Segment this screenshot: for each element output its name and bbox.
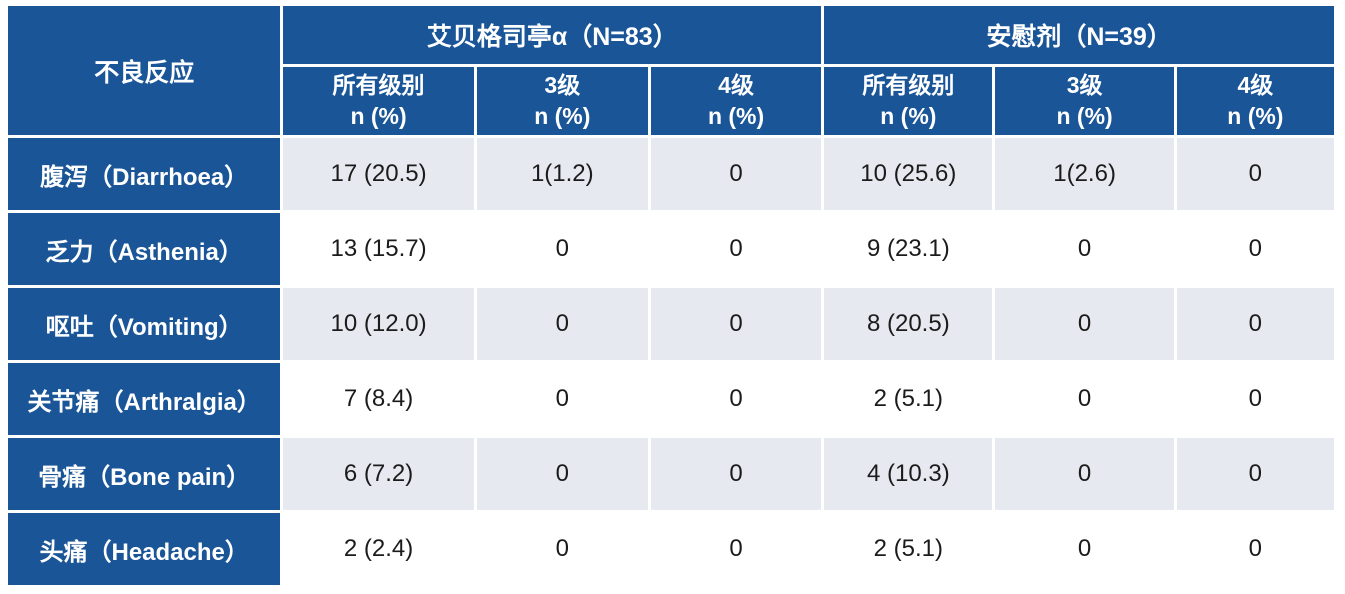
data-cell: 0 [650, 438, 822, 510]
data-cell: 0 [1176, 438, 1334, 510]
data-cell: 0 [995, 513, 1174, 585]
subheader-unit: n (%) [1056, 103, 1113, 129]
subheader-drug-all-grades: 所有级别 n (%) [283, 67, 474, 135]
subheader-label: 3级 [1066, 71, 1103, 98]
row-label: 腹泻（Diarrhoea） [8, 138, 281, 210]
table-row-diarrhoea: 腹泻（Diarrhoea） 17 (20.5) 1(1.2) 0 10 (25.… [8, 138, 1334, 210]
group-header-drug: 艾贝格司亭α（N=83） [283, 6, 822, 64]
table-row-bone-pain: 骨痛（Bone pain） 6 (7.2) 0 0 4 (10.3) 0 0 [8, 438, 1334, 510]
data-cell: 0 [650, 288, 822, 360]
subheader-label: 4级 [718, 71, 754, 98]
data-cell: 0 [650, 138, 822, 210]
data-cell: 0 [476, 213, 648, 285]
subheader-placebo-all-grades: 所有级别 n (%) [824, 67, 993, 135]
data-cell: 4 (10.3) [824, 438, 993, 510]
data-cell: 0 [1176, 213, 1334, 285]
subheader-unit: n (%) [350, 103, 407, 129]
data-cell: 9 (23.1) [824, 213, 993, 285]
data-cell: 2 (2.4) [283, 513, 474, 585]
data-cell: 0 [995, 438, 1174, 510]
data-cell: 0 [995, 288, 1174, 360]
data-cell: 0 [650, 363, 822, 435]
data-cell: 0 [995, 213, 1174, 285]
data-cell: 8 (20.5) [824, 288, 993, 360]
table-row-asthenia: 乏力（Asthenia） 13 (15.7) 0 0 9 (23.1) 0 0 [8, 213, 1334, 285]
data-cell: 10 (25.6) [824, 138, 993, 210]
data-cell: 2 (5.1) [824, 513, 993, 585]
subheader-label: 3级 [544, 71, 581, 98]
subheader-unit: n (%) [1227, 103, 1284, 129]
row-label: 乏力（Asthenia） [8, 213, 281, 285]
table-row-vomiting: 呕吐（Vomiting） 10 (12.0) 0 0 8 (20.5) 0 0 [8, 288, 1334, 360]
data-cell: 0 [1176, 513, 1334, 585]
data-cell: 13 (15.7) [283, 213, 474, 285]
data-cell: 1(2.6) [995, 138, 1174, 210]
data-cell: 1(1.2) [476, 138, 648, 210]
data-cell: 0 [650, 213, 822, 285]
group-header-placebo: 安慰剂（N=39） [824, 6, 1334, 64]
subheader-placebo-grade4: 4级 n (%) [1176, 67, 1334, 135]
data-cell: 0 [476, 513, 648, 585]
data-cell: 0 [476, 438, 648, 510]
data-cell: 17 (20.5) [283, 138, 474, 210]
data-cell: 6 (7.2) [283, 438, 474, 510]
data-cell: 0 [1176, 363, 1334, 435]
data-cell: 0 [650, 513, 822, 585]
row-label: 关节痛（Arthralgia） [8, 363, 281, 435]
data-cell: 0 [476, 288, 648, 360]
data-cell: 10 (12.0) [283, 288, 474, 360]
corner-header-adverse-reaction: 不良反应 [8, 6, 281, 135]
row-label: 呕吐（Vomiting） [8, 288, 281, 360]
row-label: 头痛（Headache） [8, 513, 281, 585]
data-cell: 2 (5.1) [824, 363, 993, 435]
data-cell: 7 (8.4) [283, 363, 474, 435]
subheader-drug-grade4: 4级 n (%) [650, 67, 822, 135]
adverse-reactions-table: 不良反应 艾贝格司亭α（N=83） 安慰剂（N=39） 所有级别 n (%) 3… [5, 3, 1337, 588]
data-cell: 0 [1176, 288, 1334, 360]
subheader-unit: n (%) [880, 103, 937, 129]
data-cell: 0 [995, 363, 1174, 435]
data-cell: 0 [476, 363, 648, 435]
row-label: 骨痛（Bone pain） [8, 438, 281, 510]
subheader-label: 4级 [1237, 71, 1274, 98]
subheader-label: 所有级别 [332, 71, 425, 98]
subheader-unit: n (%) [534, 103, 591, 129]
subheader-placebo-grade3: 3级 n (%) [995, 67, 1174, 135]
subheader-label: 所有级别 [862, 71, 955, 98]
subheader-unit: n (%) [707, 103, 765, 129]
table-row-arthralgia: 关节痛（Arthralgia） 7 (8.4) 0 0 2 (5.1) 0 0 [8, 363, 1334, 435]
table-row-headache: 头痛（Headache） 2 (2.4) 0 0 2 (5.1) 0 0 [8, 513, 1334, 585]
data-cell: 0 [1176, 138, 1334, 210]
subheader-drug-grade3: 3级 n (%) [476, 67, 648, 135]
